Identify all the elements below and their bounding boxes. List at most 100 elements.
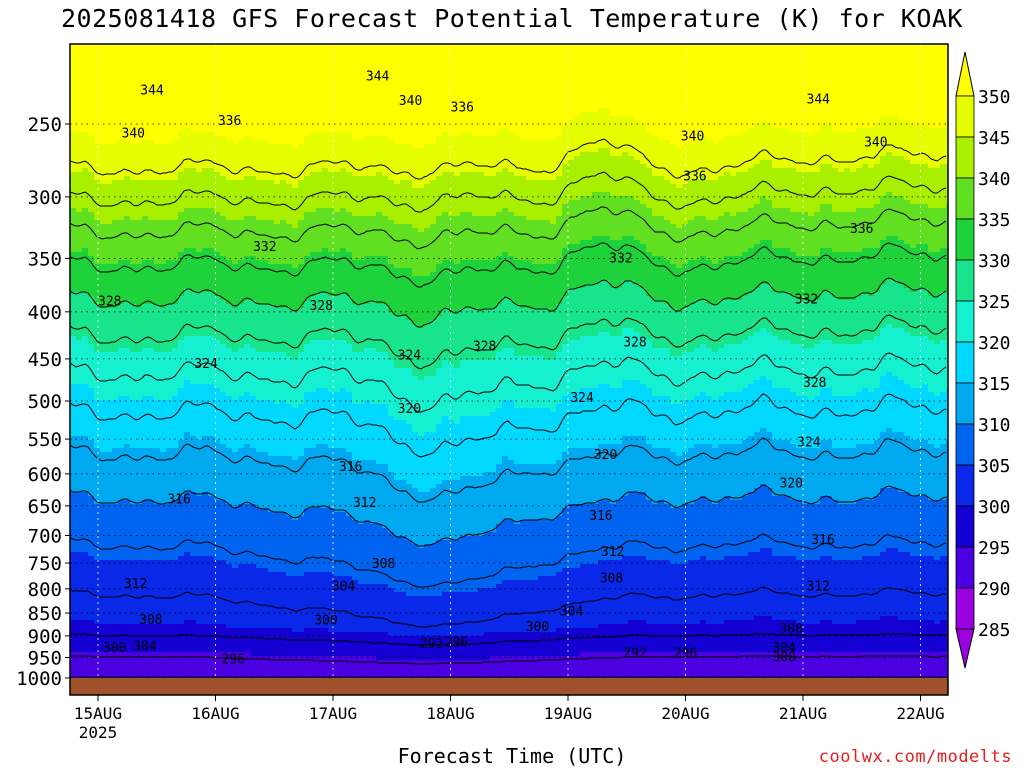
y-tick-label: 400	[28, 302, 62, 324]
contour-label: 316	[589, 509, 612, 524]
y-tick-label: 800	[28, 579, 62, 601]
contour-label: 328	[98, 295, 121, 310]
y-tick-label: 350	[28, 248, 62, 270]
x-tick-label: 18AUG	[426, 704, 474, 723]
colorbar-tick-label: 320	[978, 333, 1011, 354]
contour-label: 312	[601, 545, 624, 560]
colorbar-swatch	[955, 136, 975, 179]
y-tick-label: 550	[28, 429, 62, 451]
colorbar-swatch	[955, 505, 975, 548]
colorbar-tick-label: 345	[978, 128, 1011, 149]
colorbar-swatch	[955, 95, 975, 138]
contour-label: 328	[473, 339, 496, 354]
contour-label: 320	[398, 402, 421, 417]
y-tick-label: 250	[28, 114, 62, 136]
x-tick-label: 17AUG	[309, 704, 357, 723]
contour-label: 304	[133, 639, 157, 654]
colorbar-swatch	[955, 259, 975, 302]
contour-label: 328	[623, 336, 646, 351]
x-tick-label: 21AUG	[779, 704, 827, 723]
x-tick-sublabel: 2025	[79, 723, 118, 742]
contour-label: 332	[609, 251, 632, 266]
contour-label: 304	[332, 579, 356, 594]
colorbar-bottom-arrow	[955, 628, 975, 669]
contour-label: 300	[314, 614, 337, 629]
x-axis-title: Forecast Time (UTC)	[0, 744, 1024, 768]
colorbar-tick-label: 315	[978, 374, 1011, 395]
contour-label: 292	[420, 637, 443, 652]
y-tick-label: 950	[28, 648, 62, 670]
y-tick-label: 450	[28, 349, 62, 371]
y-tick-label: 650	[28, 496, 62, 518]
source-credit: coolwx.com/modelts	[819, 747, 1012, 767]
contour-label: 292	[623, 646, 646, 661]
contour-labels: 344 344 344 340 340 340 340 336 336 336 336 332 332 3…	[98, 70, 888, 668]
contour-label: 336	[683, 169, 706, 184]
contour-label: 340	[399, 94, 422, 109]
y-tick-label: 700	[28, 525, 62, 547]
colorbar-tick-label: 340	[978, 169, 1011, 190]
colorbar-swatch	[955, 382, 975, 425]
colorbar-tick-label: 285	[978, 620, 1011, 641]
contour-label: 296	[674, 646, 697, 661]
contour-label: 300	[772, 651, 795, 666]
contour-label: 304	[560, 605, 584, 620]
x-tick-label: 22AUG	[896, 704, 944, 723]
colorbar-swatch	[955, 464, 975, 507]
ground-surface	[70, 678, 948, 695]
colorbar-tick-label: 310	[978, 415, 1011, 436]
y-tick-label: 300	[28, 187, 62, 209]
contour-label: 308	[600, 572, 623, 587]
contour-label: 340	[122, 126, 145, 141]
contour-label: 308	[139, 613, 162, 628]
contour-label: 340	[864, 136, 887, 151]
contour-label: 312	[124, 577, 147, 592]
x-tick-label: 20AUG	[661, 704, 709, 723]
contour-label: 344	[807, 92, 831, 107]
contour-label: 344	[140, 84, 164, 99]
colorbar-tick-label: 350	[978, 87, 1011, 108]
y-tick-label: 500	[28, 391, 62, 413]
y-tick-label: 750	[28, 553, 62, 575]
colorbar: 350 345 340 335 330 325 320 315 310 305 300 295 290 2…	[955, 51, 1011, 669]
colorbar-tick-label: 295	[978, 538, 1011, 559]
colorbar-swatch	[955, 300, 975, 343]
contour-label: 332	[795, 293, 818, 308]
colorbar-tick-label: 300	[978, 497, 1011, 518]
y-tick-label: 850	[28, 603, 62, 625]
contour-label: 324	[398, 348, 422, 363]
contour-label: 320	[594, 448, 617, 463]
colorbar-swatch	[955, 587, 975, 630]
contour-label: 300	[526, 620, 549, 635]
colorbar-tick-label: 325	[978, 292, 1011, 313]
contour-label: 312	[353, 496, 376, 511]
contour-label: 328	[310, 299, 333, 314]
contour-label: 340	[681, 130, 704, 145]
potential-temperature-field	[70, 44, 948, 678]
contour-label: 312	[807, 579, 830, 594]
x-tick-label: 16AUG	[191, 704, 239, 723]
colorbar-swatch	[955, 177, 975, 220]
colorbar-tick-label: 335	[978, 210, 1011, 231]
contour-label: 304	[772, 641, 796, 656]
chart-title: 2025081418 GFS Forecast Potential Temper…	[0, 4, 1024, 33]
contour-label: 300	[103, 641, 126, 656]
y-tick-label: 900	[28, 626, 62, 648]
contour-label: 324	[797, 436, 821, 451]
x-axis: 15AUG 16AUG 17AUG 18AUG 19AUG 20AUG 21AUG 22AUG…	[74, 695, 945, 742]
colorbar-top-arrow	[955, 51, 975, 97]
x-tick-label: 15AUG	[74, 704, 122, 723]
contour-label: 316	[339, 460, 362, 475]
contour-label: 296	[221, 653, 244, 668]
y-axis: 2503003504004505005506006507007508008509…	[16, 114, 70, 690]
grid-lines	[70, 44, 948, 678]
colorbar-swatch	[955, 546, 975, 589]
contour-label: 320	[780, 477, 803, 492]
contour-label: 324	[570, 391, 594, 406]
y-tick-label: 600	[28, 464, 62, 486]
colorbar-swatch	[955, 341, 975, 384]
contour-label: 344	[366, 70, 390, 85]
contour-label: 336	[218, 114, 241, 129]
contour-label: 336	[451, 101, 474, 116]
